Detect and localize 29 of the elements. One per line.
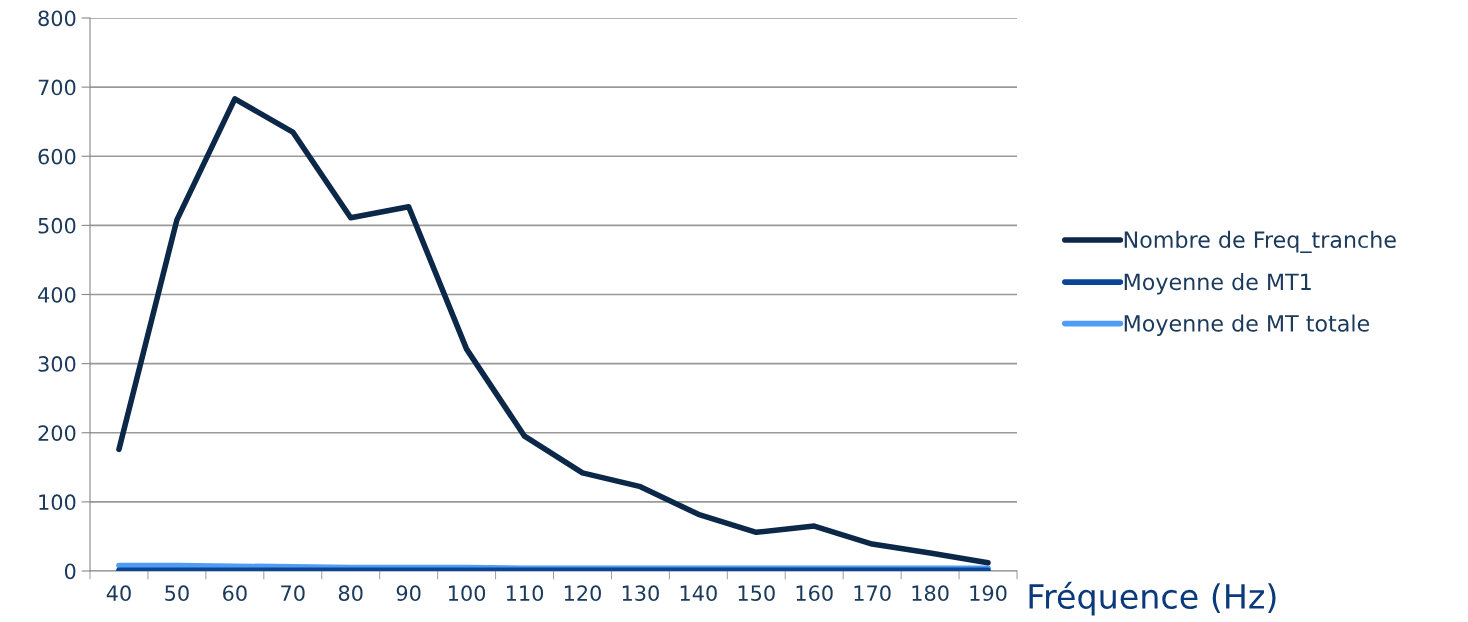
y-tick-label: 800 bbox=[38, 10, 76, 27]
x-axis-title: Fréquence (Hz) bbox=[1029, 581, 1276, 616]
y-tick-label: 0 bbox=[64, 563, 76, 580]
x-tick-label: 190 bbox=[970, 585, 1007, 602]
y-tick-label: 200 bbox=[38, 425, 76, 441]
y-tick-label: 100 bbox=[39, 494, 76, 511]
x-tick-label: 50 bbox=[165, 585, 189, 602]
x-tick-label: 170 bbox=[854, 585, 891, 602]
x-tick-label: 130 bbox=[622, 585, 659, 602]
x-tick-label: 110 bbox=[506, 585, 544, 602]
x-tick-label: 60 bbox=[223, 585, 247, 602]
x-tick-label: 140 bbox=[680, 585, 717, 602]
y-tick-label: 400 bbox=[38, 286, 76, 303]
y-tick-label: 300 bbox=[38, 356, 76, 372]
x-tick-label: 120 bbox=[564, 585, 601, 602]
x-tick-label: 100 bbox=[449, 585, 486, 602]
x-tick-label: 90 bbox=[396, 585, 421, 602]
x-tick-label: 160 bbox=[796, 585, 833, 602]
x-tick-label: 150 bbox=[738, 585, 775, 602]
x-tick-label: 70 bbox=[281, 585, 305, 602]
y-tick-label: 500 bbox=[38, 217, 76, 234]
x-tick-label: 40 bbox=[106, 585, 131, 602]
y-tick-label: 700 bbox=[38, 79, 76, 96]
legend-label: Nombre de Freq_tranche bbox=[1124, 230, 1396, 253]
x-tick-label: 80 bbox=[338, 585, 363, 602]
y-tick-label: 600 bbox=[38, 148, 76, 165]
x-tick-label: 180 bbox=[912, 585, 949, 602]
legend-label: Moyenne de MT totale bbox=[1124, 314, 1370, 337]
legend-label: Moyenne de MT1 bbox=[1124, 273, 1311, 295]
